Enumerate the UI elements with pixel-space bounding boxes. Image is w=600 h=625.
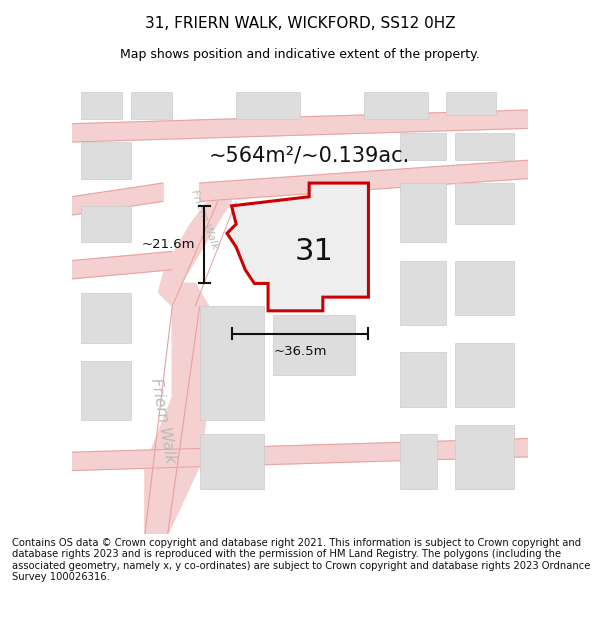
Polygon shape (145, 284, 209, 534)
Polygon shape (227, 183, 368, 311)
Polygon shape (131, 92, 172, 119)
Polygon shape (72, 183, 163, 215)
Text: 31, FRIERN WALK, WICKFORD, SS12 0HZ: 31, FRIERN WALK, WICKFORD, SS12 0HZ (145, 16, 455, 31)
Polygon shape (81, 92, 122, 119)
Text: ~36.5m: ~36.5m (273, 345, 327, 358)
Polygon shape (81, 292, 131, 342)
Polygon shape (81, 142, 131, 179)
Polygon shape (72, 439, 528, 471)
Polygon shape (446, 92, 496, 114)
Text: Friern Walk: Friern Walk (148, 377, 178, 464)
Polygon shape (200, 434, 263, 489)
Polygon shape (455, 183, 514, 224)
Text: 31: 31 (294, 237, 333, 266)
Text: Friern Walk: Friern Walk (189, 188, 220, 251)
Polygon shape (72, 110, 528, 142)
Text: Contains OS data © Crown copyright and database right 2021. This information is : Contains OS data © Crown copyright and d… (12, 538, 590, 582)
Polygon shape (400, 261, 446, 324)
Polygon shape (400, 183, 446, 243)
Polygon shape (364, 92, 428, 119)
Polygon shape (455, 133, 514, 160)
Polygon shape (200, 160, 528, 201)
Polygon shape (236, 92, 300, 119)
Polygon shape (400, 352, 446, 407)
Polygon shape (455, 425, 514, 489)
Polygon shape (455, 261, 514, 316)
Polygon shape (158, 192, 232, 306)
Polygon shape (455, 342, 514, 407)
Polygon shape (268, 206, 355, 270)
Polygon shape (81, 206, 131, 242)
Text: Map shows position and indicative extent of the property.: Map shows position and indicative extent… (120, 48, 480, 61)
Text: ~564m²/~0.139ac.: ~564m²/~0.139ac. (209, 146, 410, 166)
Polygon shape (200, 306, 263, 420)
Polygon shape (81, 361, 131, 420)
Polygon shape (72, 251, 172, 279)
Polygon shape (400, 133, 446, 160)
Text: ~21.6m: ~21.6m (142, 238, 195, 251)
Polygon shape (400, 434, 437, 489)
Polygon shape (272, 316, 355, 374)
